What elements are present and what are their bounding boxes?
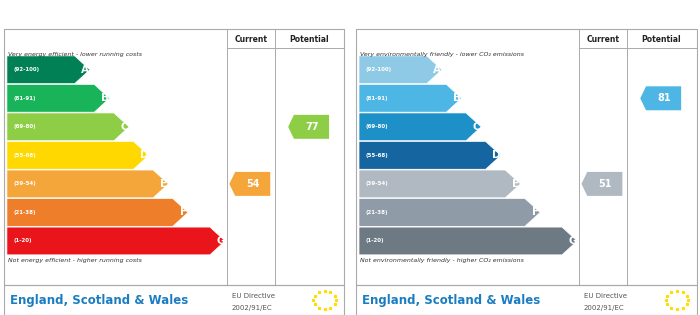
Polygon shape (7, 170, 169, 198)
Text: 2002/91/EC: 2002/91/EC (232, 305, 272, 311)
Polygon shape (230, 172, 270, 196)
Text: (81-91): (81-91) (14, 96, 36, 101)
Polygon shape (288, 115, 329, 139)
Text: Environmental Impact (CO₂) Rating: Environmental Impact (CO₂) Rating (416, 9, 636, 20)
Text: Very environmentally friendly - lower CO₂ emissions: Very environmentally friendly - lower CO… (360, 52, 524, 57)
Text: F: F (532, 208, 539, 217)
Polygon shape (7, 141, 148, 169)
Text: 51: 51 (598, 179, 612, 189)
Text: B: B (453, 93, 461, 103)
Text: England, Scotland & Wales: England, Scotland & Wales (363, 294, 540, 306)
Text: 81: 81 (657, 93, 671, 103)
Text: G: G (216, 236, 225, 246)
Text: 54: 54 (246, 179, 260, 189)
Text: (55-68): (55-68) (14, 153, 36, 158)
Polygon shape (359, 84, 461, 112)
Text: (39-54): (39-54) (366, 181, 389, 186)
Text: (92-100): (92-100) (366, 67, 392, 72)
Polygon shape (359, 170, 521, 198)
Text: Not energy efficient - higher running costs: Not energy efficient - higher running co… (8, 258, 141, 263)
Text: (1-20): (1-20) (14, 238, 32, 243)
Text: Not environmentally friendly - higher CO₂ emissions: Not environmentally friendly - higher CO… (360, 258, 524, 263)
Text: (21-38): (21-38) (366, 210, 389, 215)
Polygon shape (582, 172, 622, 196)
Text: Energy Efficiency Rating: Energy Efficiency Rating (97, 9, 251, 20)
Polygon shape (359, 227, 578, 255)
Text: Very energy efficient - lower running costs: Very energy efficient - lower running co… (8, 52, 141, 57)
Text: (69-80): (69-80) (14, 124, 36, 129)
Polygon shape (359, 198, 540, 226)
Text: (1-20): (1-20) (366, 238, 384, 243)
Polygon shape (359, 56, 442, 84)
Text: Potential: Potential (642, 35, 681, 44)
Polygon shape (7, 198, 188, 226)
Text: EU Directive: EU Directive (232, 293, 275, 299)
Text: D: D (140, 150, 148, 160)
Text: (21-38): (21-38) (14, 210, 36, 215)
Polygon shape (359, 141, 500, 169)
Polygon shape (7, 113, 129, 141)
Text: G: G (568, 236, 577, 246)
Text: E: E (512, 179, 519, 189)
Text: B: B (101, 93, 109, 103)
Text: Potential: Potential (290, 35, 329, 44)
Polygon shape (7, 56, 90, 84)
Text: Current: Current (234, 35, 267, 44)
Text: F: F (180, 208, 187, 217)
Text: C: C (473, 122, 480, 132)
Polygon shape (7, 227, 225, 255)
Text: (92-100): (92-100) (14, 67, 40, 72)
Text: A: A (433, 65, 442, 75)
Text: (55-68): (55-68) (366, 153, 389, 158)
Text: 2002/91/EC: 2002/91/EC (584, 305, 624, 311)
Text: 77: 77 (305, 122, 319, 132)
Text: (39-54): (39-54) (14, 181, 36, 186)
Text: A: A (81, 65, 90, 75)
Polygon shape (359, 113, 481, 141)
Text: C: C (120, 122, 128, 132)
Text: England, Scotland & Wales: England, Scotland & Wales (10, 294, 188, 306)
Text: E: E (160, 179, 167, 189)
Text: (69-80): (69-80) (366, 124, 389, 129)
Text: EU Directive: EU Directive (584, 293, 627, 299)
Text: D: D (492, 150, 500, 160)
Text: Current: Current (587, 35, 620, 44)
Text: (81-91): (81-91) (366, 96, 389, 101)
Polygon shape (640, 86, 681, 110)
Polygon shape (7, 84, 109, 112)
